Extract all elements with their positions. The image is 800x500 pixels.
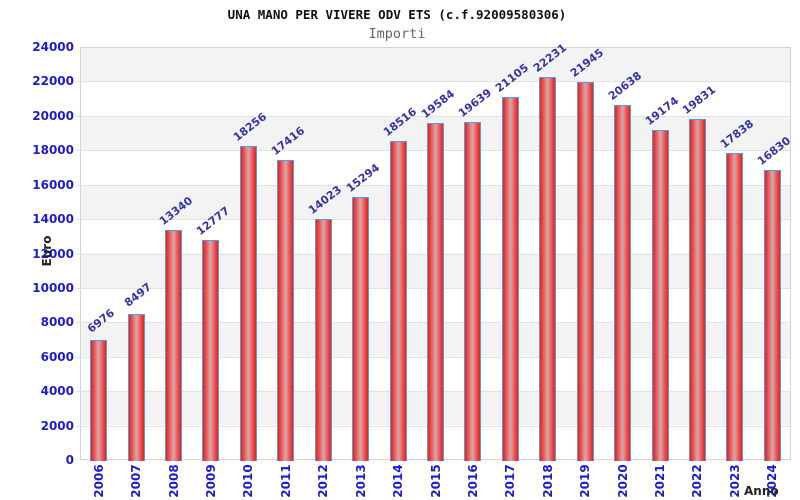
x-axis-tick-label: 2021 bbox=[653, 464, 668, 498]
x-axis-tick-label: 2006 bbox=[91, 464, 106, 498]
bar-2007 bbox=[127, 313, 145, 461]
x-axis-tick-label: 2022 bbox=[690, 464, 705, 498]
x-axis-tick-label: 2023 bbox=[727, 464, 742, 498]
bar-2014 bbox=[389, 141, 407, 461]
y-axis-tick-label: 2000 bbox=[40, 418, 74, 433]
y-axis-tick-label: 0 bbox=[65, 453, 74, 467]
y-axis-tick-label: 24000 bbox=[32, 40, 74, 54]
y-axis-tick-label: 18000 bbox=[32, 143, 74, 158]
x-axis-tick-label: 2010 bbox=[241, 464, 256, 498]
bar-2013 bbox=[352, 196, 370, 461]
x-axis-tick-label: 2013 bbox=[353, 464, 368, 498]
bar-2022 bbox=[688, 118, 706, 461]
bar-2023 bbox=[726, 153, 744, 461]
y-axis-tick-label: 10000 bbox=[32, 280, 74, 295]
x-axis-tick-label: 2018 bbox=[540, 464, 555, 498]
gridline bbox=[76, 81, 790, 83]
y-axis-tick-label: 20000 bbox=[32, 108, 74, 123]
x-axis-tick-label: 2020 bbox=[615, 464, 630, 498]
bar-2006 bbox=[90, 339, 108, 461]
x-axis-tick-label: 2015 bbox=[428, 464, 443, 498]
bar-2012 bbox=[314, 218, 332, 461]
bar-2020 bbox=[614, 104, 632, 461]
bar-2009 bbox=[202, 240, 220, 461]
bar-2021 bbox=[651, 130, 669, 461]
chart-title: UNA MANO PER VIVERE ODV ETS (c.f.9200958… bbox=[227, 7, 567, 22]
x-axis-title: Anno bbox=[744, 484, 779, 498]
y-axis-tick-label: 4000 bbox=[40, 384, 74, 399]
bar-2019 bbox=[576, 82, 594, 461]
y-axis-tick-label: 12000 bbox=[32, 246, 74, 261]
x-axis-tick-label: 2014 bbox=[391, 464, 406, 498]
bar-2011 bbox=[277, 160, 295, 461]
y-axis-tick-label: 8000 bbox=[40, 315, 74, 330]
bar-2015 bbox=[427, 122, 444, 461]
x-axis-tick-label: 2011 bbox=[278, 464, 293, 498]
x-axis-tick-label: 2008 bbox=[166, 464, 181, 498]
x-axis-tick-label: 2017 bbox=[503, 464, 518, 498]
bar-2010 bbox=[239, 145, 257, 461]
y-axis-tick-label: 6000 bbox=[40, 349, 74, 364]
x-axis-tick-label: 2016 bbox=[465, 464, 480, 498]
bar-2024 bbox=[763, 170, 781, 461]
bar-2016 bbox=[464, 122, 482, 461]
y-axis-tick-label: 22000 bbox=[32, 74, 74, 89]
y-axis-tick-label: 14000 bbox=[32, 212, 74, 227]
y-axis-title: Euro bbox=[40, 235, 54, 267]
bar-2008 bbox=[165, 230, 183, 461]
bar-2018 bbox=[539, 77, 557, 461]
chart-subtitle: Importi bbox=[368, 26, 426, 42]
y-axis-tick-label: 16000 bbox=[32, 177, 74, 192]
x-axis-tick-label: 2007 bbox=[129, 464, 144, 498]
gridline bbox=[76, 115, 790, 117]
x-axis-tick-label: 2019 bbox=[578, 464, 593, 498]
x-axis-tick-label: 2012 bbox=[316, 464, 331, 498]
bar-2017 bbox=[501, 96, 519, 461]
x-axis-tick-label: 2009 bbox=[203, 464, 218, 498]
